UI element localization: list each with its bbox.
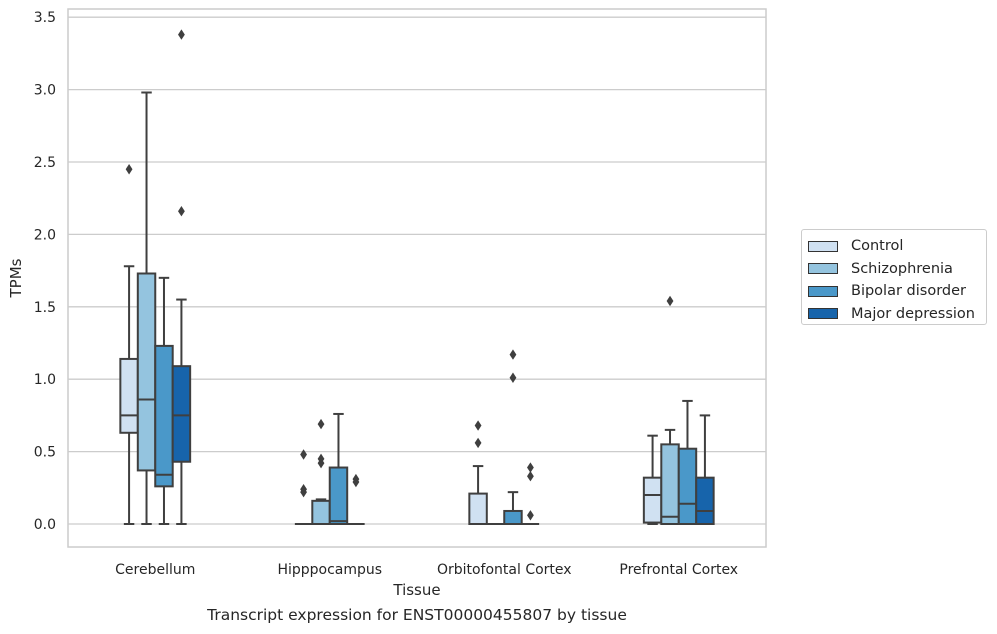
outlier-point — [178, 29, 185, 40]
box-major-depression-3 — [695, 414, 715, 525]
x-tick-labels: Cerebellum Hipppocampus Orbitofontal Corte… — [115, 562, 738, 578]
legend-swatch — [808, 263, 838, 275]
box-iqr — [503, 509, 523, 525]
outlier-point — [125, 164, 133, 175]
box-iqr — [695, 476, 715, 525]
outlier-point — [474, 420, 482, 431]
box-iqr — [119, 357, 139, 434]
outlier-point — [317, 418, 325, 430]
outlier-point — [317, 457, 325, 469]
legend-label: Bipolar disorder — [851, 283, 966, 300]
legend-item: Control — [808, 235, 986, 258]
legend-item: Bipolar disorder — [808, 280, 986, 303]
box-iqr — [677, 447, 698, 526]
box-major-depression-0 — [171, 29, 192, 525]
y-tick-label: 1.0 — [34, 372, 56, 388]
box-schizophrenia-1 — [311, 418, 331, 525]
box-iqr — [171, 365, 192, 463]
box-major-depression-2 — [521, 462, 540, 525]
outlier-point — [474, 437, 482, 449]
legend-label: Schizophrenia — [851, 260, 953, 277]
box-iqr — [660, 443, 680, 525]
y-axis-label: TPMs — [7, 258, 25, 298]
box-schizophrenia-3 — [660, 295, 680, 525]
x-tick-label: Hipppocampus — [277, 562, 382, 578]
boxes-layer — [119, 29, 715, 526]
y-tick-label: 1.5 — [34, 300, 56, 316]
outlier-point — [509, 372, 517, 383]
legend-swatch — [808, 240, 838, 252]
legend-swatch — [808, 308, 838, 320]
y-tick-label: 2.5 — [34, 155, 56, 171]
box-iqr — [154, 344, 174, 488]
box-control-2 — [468, 420, 488, 526]
box-iqr — [311, 499, 331, 525]
box-iqr — [642, 476, 663, 524]
box-control-3 — [642, 434, 663, 525]
box-major-depression-1 — [347, 473, 365, 525]
box-schizophrenia-0 — [136, 91, 157, 525]
box-bipolar-disorder-2 — [503, 349, 523, 525]
y-tick-labels: 0.0 0.5 1.0 1.5 2.0 2.5 3.0 3.5 — [34, 10, 56, 533]
outlier-point — [178, 206, 185, 217]
y-tick-label: 2.0 — [34, 227, 56, 243]
box-iqr — [468, 492, 488, 526]
legend-swatch — [808, 285, 838, 297]
legend-item: Schizophrenia — [808, 258, 986, 281]
box-iqr — [136, 272, 157, 472]
legend-item: Major depression — [808, 303, 986, 326]
box-bipolar-disorder-1 — [328, 412, 349, 526]
box-control-1 — [294, 449, 313, 525]
plot-area-frame — [67, 8, 767, 548]
x-tick-label: Cerebellum — [115, 562, 195, 578]
outlier-point — [527, 462, 534, 473]
legend-label: Control — [851, 238, 904, 255]
outlier-point — [509, 349, 517, 360]
box-bipolar-disorder-0 — [154, 276, 174, 525]
chart-caption: Transcript expression for ENST0000045580… — [207, 606, 627, 624]
x-tick-label: Prefrontal Cortex — [619, 562, 738, 578]
outlier-point — [527, 471, 534, 482]
box-control-0 — [119, 164, 139, 525]
y-tick-label: 0.5 — [34, 445, 56, 461]
box-iqr — [328, 466, 349, 526]
box-bipolar-disorder-3 — [677, 399, 698, 526]
legend-label: Major depression — [851, 305, 975, 322]
y-tick-label: 0.0 — [34, 517, 56, 533]
y-tick-label: 3.5 — [34, 10, 56, 26]
outlier-point — [300, 486, 307, 498]
x-tick-label: Orbitofontal Cortex — [437, 562, 572, 578]
outlier-point — [352, 476, 360, 488]
outlier-point — [527, 510, 534, 521]
outlier-point — [300, 449, 307, 460]
x-axis-label: Tissue — [392, 581, 440, 599]
outlier-point — [666, 295, 674, 307]
legend: Control Schizophrenia Bipolar disorder Majo… — [801, 229, 987, 325]
y-tick-label: 3.0 — [34, 83, 56, 99]
